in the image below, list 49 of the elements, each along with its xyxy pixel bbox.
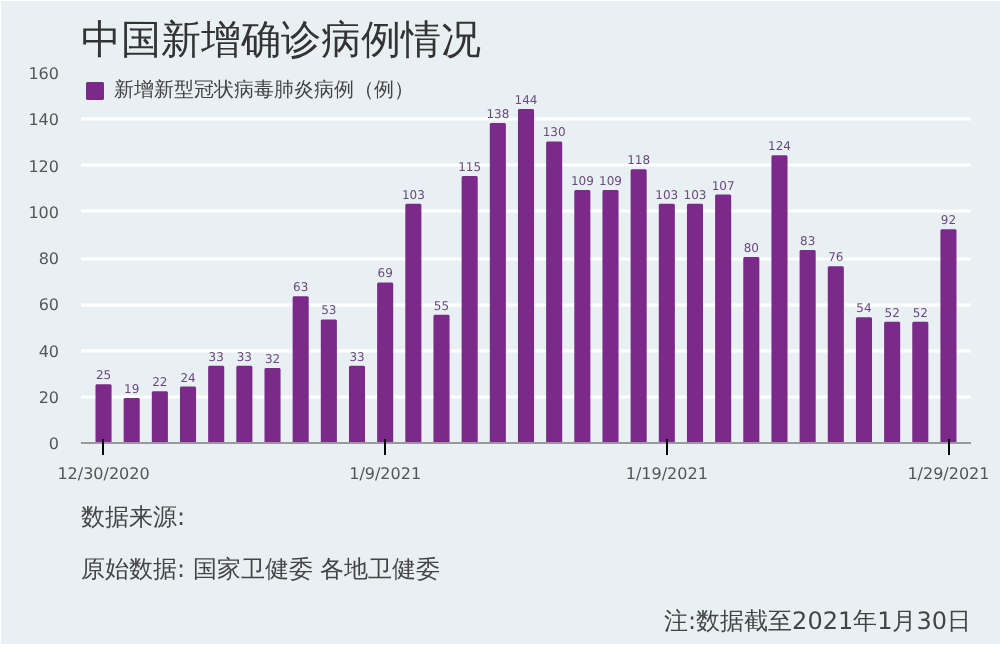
x-tick-label: 12/30/2020 [57,465,150,483]
bar [855,317,873,443]
bar [574,189,591,443]
bar [348,365,366,443]
bar [236,365,253,443]
source-note: 数据来源: [81,503,186,531]
bar [151,391,168,443]
y-tick-label: 160 [28,65,60,83]
bar [771,155,788,443]
bar [799,250,816,443]
bar [940,229,957,443]
bar [602,189,619,443]
bar [179,386,197,443]
y-tick-label: 120 [28,157,60,176]
bar [489,122,506,443]
bar [208,365,225,443]
bar [461,176,478,443]
x-tick-label: 1/29/2021 [907,465,990,483]
text: 注:数据截至2021年1月30日 [664,607,972,635]
text: 原始数据: 国家卫健委 各地卫健委 [81,555,441,583]
bar [715,194,732,443]
bar [292,296,309,443]
y-tick-label: 100 [28,203,60,222]
bar [686,203,704,443]
y-tick-label: 140 [28,111,60,130]
bar [264,368,281,443]
bar [546,141,563,443]
bar [912,321,929,443]
bar [123,398,140,443]
y-tick-label: 60 [38,296,60,315]
y-tick-label: 0 [48,435,60,453]
bar [377,282,394,443]
bar [95,384,112,443]
y-tick-label: 40 [38,342,60,361]
bar [433,314,450,443]
legend-label: 新增新型冠状病毒肺炎病例（例） [114,77,414,104]
x-tick-label: 1/9/2021 [349,465,422,483]
y-tick-label: 20 [38,388,60,407]
bar [405,203,422,443]
x-tick-label: 1/19/2021 [625,465,708,483]
bar [517,109,535,443]
bar [884,321,901,443]
bar [320,319,337,443]
bar [827,266,844,443]
bar [658,203,675,443]
bar [630,169,647,443]
chart-title: 中国新增确诊病例情况 [81,15,481,63]
y-tick-label: 80 [38,250,60,268]
bar [743,257,760,443]
